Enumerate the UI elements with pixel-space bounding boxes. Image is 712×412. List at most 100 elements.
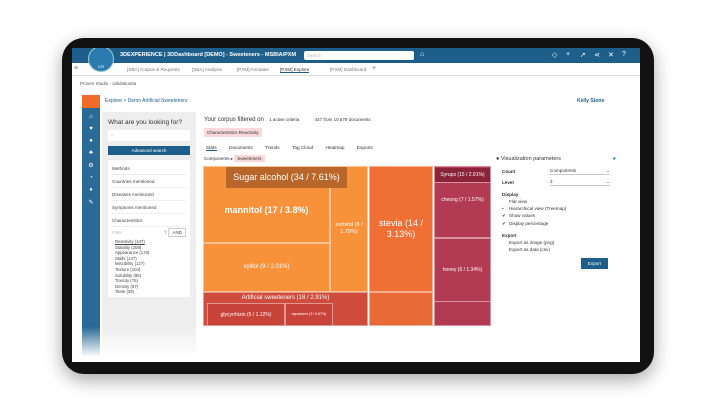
treemap-cell-honey[interactable]: honey (6 / 1.34%) bbox=[434, 238, 491, 302]
tab-trends[interactable]: Trends bbox=[265, 145, 280, 150]
tags-icon[interactable]: ● bbox=[89, 138, 93, 144]
help-icon[interactable]: ? bbox=[622, 51, 626, 58]
view-tabs: Stats Documents Trends Tag Cloud Heatmap… bbox=[206, 145, 610, 151]
document-count: 447 from 10,679 documents bbox=[314, 117, 371, 122]
level-value: 2 bbox=[550, 179, 553, 184]
treemap-cell-stevia-other[interactable] bbox=[369, 292, 433, 326]
sweeteners-chip[interactable]: Sweeteners bbox=[234, 155, 265, 162]
alert-icon[interactable]: ♦ bbox=[89, 187, 93, 193]
filter-icon[interactable]: ⊤ bbox=[163, 230, 168, 235]
tab[interactable]: [PXM] Dashboard bbox=[330, 67, 367, 72]
export-button[interactable]: Export bbox=[580, 258, 608, 269]
characteristic-item[interactable]: Reactivity (447) bbox=[115, 239, 145, 244]
chat-icon[interactable] bbox=[82, 95, 100, 108]
search-panel: What are you looking for? ▫ Advanced sea… bbox=[102, 112, 196, 362]
tab-heatmap[interactable]: Heatmap bbox=[325, 145, 345, 150]
characteristic-item[interactable]: Stability (208) bbox=[115, 244, 142, 250]
option-label: Hierarchical view (Treemap) bbox=[509, 206, 567, 211]
characteristic-item[interactable]: Solubility (85) bbox=[115, 272, 142, 278]
characteristic-item[interactable]: Taste (39) bbox=[115, 289, 135, 295]
facet-methods[interactable]: Methods bbox=[112, 162, 186, 175]
breadcrumb-separator: > bbox=[123, 98, 127, 104]
option-hierarchical-view[interactable]: • Hierarchical view (Treemap) bbox=[502, 206, 610, 211]
tab-exports[interactable]: Exports bbox=[356, 145, 373, 150]
left-nav: ⌂ ♥ ● ♣ ⚙ ◔ ♦ ✎ bbox=[82, 95, 100, 362]
characteristic-item[interactable]: Appearance (176) bbox=[115, 250, 150, 256]
components-label[interactable]: Components bbox=[204, 156, 230, 161]
criteria-chip[interactable]: Characteristics Reactivity bbox=[204, 128, 262, 137]
characteristic-item[interactable]: Toxicity (75) bbox=[115, 278, 138, 284]
compass-logo[interactable]: V,R bbox=[88, 48, 114, 72]
check-icon: ✔ bbox=[502, 221, 506, 226]
operator-select[interactable]: AND bbox=[168, 228, 186, 237]
treemap-cell-aspartame[interactable]: aspartame (3 / 0.67%) bbox=[285, 303, 333, 326]
logo-text: V,R bbox=[97, 64, 105, 69]
share-icon[interactable]: ◇ bbox=[552, 52, 558, 59]
home-icon[interactable]: ⌂ bbox=[89, 114, 93, 120]
tab-tag-cloud[interactable]: Tag Cloud bbox=[292, 145, 314, 150]
filter-input[interactable]: Filter bbox=[112, 230, 122, 235]
count-select[interactable]: Components ⌄ bbox=[550, 168, 610, 175]
app-title[interactable]: 3DEXPERIENCE | 3DDashboard [DEMO] - Swee… bbox=[120, 52, 297, 58]
wrench-icon[interactable]: ✎ bbox=[88, 200, 94, 206]
characteristic-item[interactable]: Miscibility (127) bbox=[115, 261, 145, 267]
add-icon[interactable]: + bbox=[566, 51, 571, 58]
settings-icon[interactable]: ⚙ bbox=[88, 163, 94, 169]
collapse-icon[interactable]: ● bbox=[496, 156, 500, 162]
treemap-header-sugar-alcohol[interactable]: Sugar alcohol (34 / 7.61%) bbox=[226, 167, 347, 188]
display-label: Display bbox=[502, 192, 519, 197]
export-csv[interactable]: Export as data (csv) bbox=[509, 247, 550, 252]
treemap-cell-glycyrrhizin[interactable]: glycyrrhizin (5 / 1.12%) bbox=[207, 303, 285, 326]
option-flat-view[interactable]: Flat view bbox=[502, 199, 610, 204]
forward-icon[interactable]: ➚ bbox=[580, 52, 586, 59]
breadcrumb: Explore > Demo Artificial Sweeteners bbox=[105, 98, 187, 104]
level-select[interactable]: 2 ⌄ bbox=[550, 179, 610, 186]
characteristic-item[interactable]: Density (57) bbox=[115, 283, 139, 289]
level-label: Level bbox=[502, 180, 514, 185]
info-icon[interactable]: ● bbox=[612, 156, 616, 162]
advanced-search-button[interactable]: Advanced search bbox=[108, 146, 190, 155]
facet-symptoms[interactable]: Symptoms mentioned bbox=[112, 201, 186, 214]
add-tab-button[interactable]: + bbox=[372, 65, 377, 72]
export-png[interactable]: Export as image (png) bbox=[509, 240, 555, 245]
count-value: Components bbox=[550, 168, 577, 173]
facet-list: Methods Countries mentioned Diseases men… bbox=[108, 160, 190, 297]
radio-selected-icon: • bbox=[502, 206, 504, 211]
tab-documents[interactable]: Documents bbox=[229, 145, 253, 150]
option-display-percentage[interactable]: ✔ Display percentage bbox=[502, 221, 610, 227]
history-icon[interactable]: ◔ bbox=[89, 175, 93, 181]
tab[interactable]: [SBA] Corpus & Requests bbox=[127, 67, 180, 72]
facet-characteristics[interactable]: Characteristics bbox=[112, 214, 186, 227]
tab-stats[interactable]: Stats bbox=[206, 145, 217, 151]
search-field[interactable]: ▫ bbox=[108, 130, 190, 141]
top-bar: 3DEXPERIENCE | 3DDashboard [DEMO] - Swee… bbox=[72, 48, 640, 63]
treemap-cell-stevia[interactable]: stevia (14 / 3.13%) bbox=[369, 166, 433, 292]
tools-icon[interactable]: ✕ bbox=[608, 52, 614, 59]
option-label: Show values bbox=[509, 213, 536, 218]
facet-countries[interactable]: Countries mentioned bbox=[112, 175, 186, 188]
treemap-cell-cheong[interactable]: cheong (7 / 1.57%) bbox=[434, 182, 491, 238]
export-label: Export bbox=[502, 233, 517, 238]
pin-icon[interactable]: ♥ bbox=[89, 126, 93, 132]
breadcrumb-current[interactable]: Demo Artificial Sweeteners bbox=[127, 98, 188, 104]
tab[interactable]: [SBA] Analysis bbox=[192, 67, 222, 72]
tag-icon[interactable]: ⌂ bbox=[420, 51, 425, 58]
treemap-cell-xylitol[interactable]: xylitol (9 / 2.01%) bbox=[203, 243, 330, 292]
characteristic-item[interactable]: Stalls (147) bbox=[115, 255, 137, 261]
search-input[interactable]: Search bbox=[304, 51, 414, 60]
facet-diseases[interactable]: Diseases mentioned bbox=[112, 188, 186, 201]
option-label: Flat view bbox=[509, 199, 528, 204]
hierarchy-icon[interactable]: ♣ bbox=[89, 150, 93, 156]
tab-active[interactable]: [PXM] Explore bbox=[280, 67, 310, 73]
active-criteria[interactable]: 1 active criteria bbox=[269, 117, 300, 122]
corpus-label: Your corpus filtered on bbox=[204, 117, 264, 123]
treemap-header-syrups[interactable]: Syrups (15 / 2.91%) bbox=[435, 168, 490, 182]
tab[interactable]: [PXM] Annotate bbox=[237, 67, 269, 72]
widget-title: Proven Studio - validation6a bbox=[80, 81, 137, 86]
network-icon[interactable]: ⋖ bbox=[594, 52, 600, 59]
user-name[interactable]: Kelly Stone bbox=[577, 98, 605, 104]
characteristic-item[interactable]: Texture (104) bbox=[115, 266, 141, 272]
option-show-values[interactable]: ✔ Show values bbox=[502, 213, 610, 219]
breadcrumb-root[interactable]: Explore bbox=[105, 98, 122, 104]
menu-icon[interactable]: ≡ bbox=[74, 65, 79, 72]
